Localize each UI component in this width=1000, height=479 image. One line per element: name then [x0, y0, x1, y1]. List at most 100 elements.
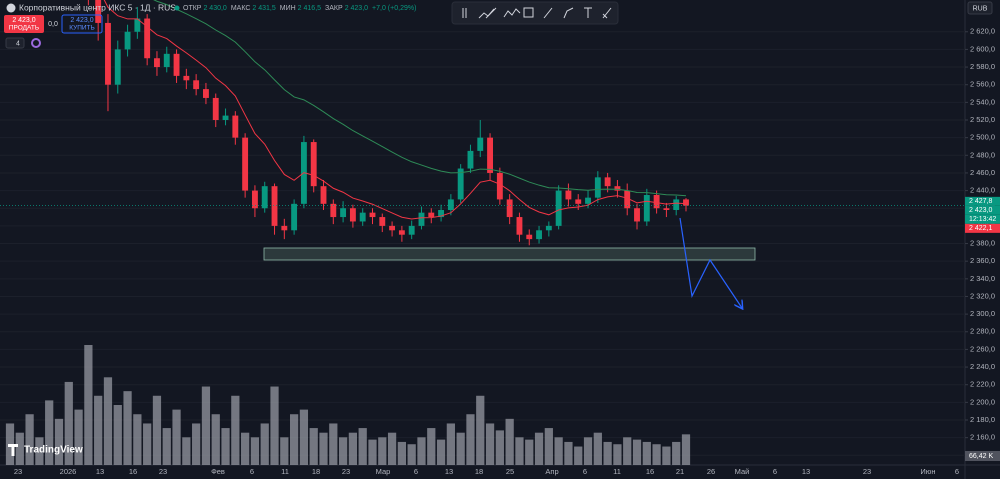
- volume-bar: [554, 437, 563, 465]
- y-tick-label: 2 620,0: [970, 27, 995, 36]
- candle-body: [251, 190, 258, 209]
- ohlc-label: ЗАКР: [325, 5, 343, 12]
- tool-grip[interactable]: [462, 8, 467, 18]
- volume-bar: [299, 409, 309, 465]
- indicator-icon[interactable]: [31, 38, 41, 48]
- volume-bar: [564, 441, 573, 465]
- forecast-arrow[interactable]: [679, 217, 742, 308]
- volume-bar: [25, 414, 34, 465]
- volume-bar: [290, 414, 299, 465]
- volume-bar: [632, 439, 642, 465]
- candle-body: [555, 190, 562, 226]
- tool-path[interactable]: [563, 7, 574, 19]
- volume-bar: [505, 418, 514, 465]
- candle-body: [526, 234, 533, 240]
- candle-body: [604, 177, 611, 187]
- volume-bar: [74, 409, 83, 465]
- volume-bar: [652, 444, 661, 465]
- volume-bar: [623, 437, 632, 465]
- y-tick-label: 2 520,0: [970, 115, 995, 124]
- y-tick-label: 2 240,0: [970, 362, 995, 371]
- brand: TradingView: [8, 444, 83, 456]
- candle-body: [438, 210, 445, 218]
- volume-bar: [54, 418, 64, 465]
- candle-body: [154, 58, 160, 68]
- volume-bar: [456, 432, 465, 465]
- candle-body: [663, 208, 670, 210]
- candle-body: [320, 186, 327, 204]
- moving-average: [103, 0, 687, 220]
- x-tick-label: 18: [475, 467, 483, 476]
- candle-body: [487, 137, 493, 173]
- symbol-title: Корпоративный центр ИКС 5 · 1Д · RUS: [19, 2, 176, 12]
- drawing-toolbar: [451, 1, 619, 25]
- ohlc-value: 2 430,0: [203, 5, 226, 12]
- volume-bar: [525, 439, 534, 465]
- x-tick-label: 21: [676, 467, 684, 476]
- volume-bar: [662, 446, 671, 465]
- tool-rect[interactable]: [523, 7, 534, 18]
- ohlc-label: МАКС: [231, 5, 251, 12]
- sell-price: 2 423,0: [12, 17, 35, 24]
- candle-body: [379, 217, 386, 226]
- volume-bar: [241, 432, 250, 465]
- candle-body: [653, 195, 660, 209]
- candle-body: [447, 199, 454, 210]
- volume-bar: [211, 414, 220, 465]
- candle-body: [281, 225, 288, 231]
- candle-body: [163, 53, 170, 68]
- volume-bar: [270, 386, 279, 465]
- candle-body: [114, 49, 121, 85]
- x-tick-label: Апр: [545, 467, 558, 476]
- tool-brush[interactable]: [543, 7, 553, 19]
- tool-measure[interactable]: [602, 7, 612, 19]
- support-zone[interactable]: [263, 247, 756, 261]
- candle-body: [144, 18, 151, 59]
- brand-text: TradingView: [24, 445, 83, 456]
- volume-bar: [476, 395, 485, 465]
- candle-body: [643, 195, 650, 222]
- tool-pattern[interactable]: [503, 8, 521, 18]
- currency-box[interactable]: [967, 1, 993, 15]
- volume-bar: [319, 432, 328, 465]
- y-tick-label: 2 280,0: [970, 327, 995, 336]
- volume-bar: [378, 437, 387, 465]
- volume-bar: [329, 423, 338, 465]
- x-tick-label: 6: [583, 467, 587, 476]
- y-tick-label: 2 320,0: [970, 291, 995, 300]
- x-tick-label: 2026: [60, 467, 77, 476]
- x-tick-label: 13: [802, 467, 810, 476]
- candle-body: [173, 53, 180, 76]
- indicators-toggle[interactable]: [5, 37, 25, 49]
- y-tick-label: 2 560,0: [970, 80, 995, 89]
- sell-button[interactable]: [4, 15, 44, 33]
- y-tick-label: 2 180,0: [970, 415, 995, 424]
- candle-body: [398, 230, 405, 235]
- volume-bar: [123, 391, 132, 465]
- volume-bar: [466, 414, 475, 465]
- price-tag-label: 12:13:42: [969, 216, 996, 223]
- candle-body: [575, 199, 582, 204]
- volume-bar: [368, 439, 377, 465]
- candle-body: [683, 199, 689, 206]
- volume-bar: [338, 437, 348, 465]
- tool-text[interactable]: [584, 7, 592, 18]
- price-tag: [965, 196, 1000, 206]
- y-tick-label: 2 380,0: [970, 239, 995, 248]
- candle-body: [291, 203, 298, 231]
- candle-body: [565, 190, 572, 200]
- volume-bar: [436, 439, 446, 465]
- tool-line[interactable]: [485, 7, 497, 19]
- x-tick-label: 23: [342, 467, 350, 476]
- buy-button[interactable]: [61, 14, 103, 34]
- volume-bar: [309, 428, 318, 465]
- candle-body: [408, 225, 415, 235]
- currency: RUB: [973, 5, 988, 12]
- candle-body: [457, 168, 464, 200]
- volume-bar: [574, 446, 583, 465]
- volume-bar: [143, 423, 152, 465]
- toolbar-bg: [451, 1, 619, 25]
- volume-bar: [231, 395, 240, 465]
- candle-body: [467, 150, 474, 169]
